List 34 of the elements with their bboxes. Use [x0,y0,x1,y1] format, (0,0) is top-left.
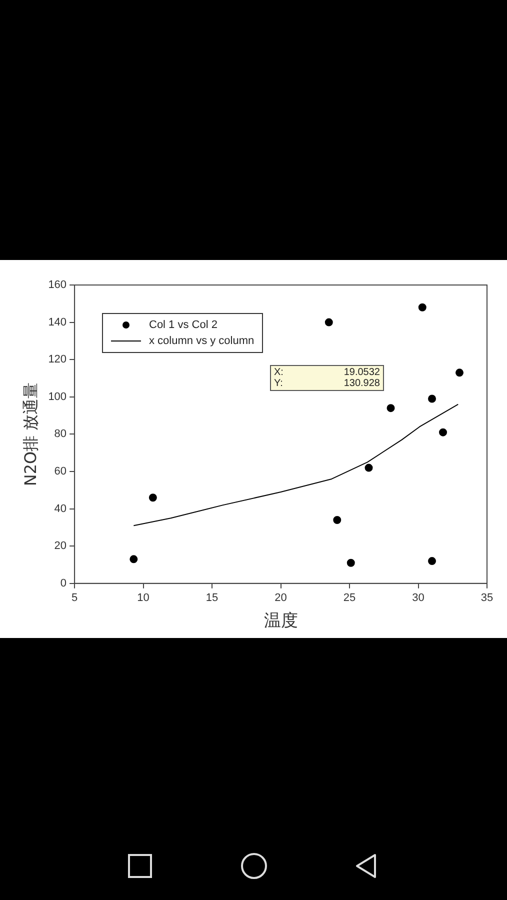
y-tick-label: 140 [48,316,67,328]
y-tick-label: 60 [54,466,67,478]
y-tick-label: 40 [54,502,67,515]
y-tick-label: 0 [60,577,67,590]
point [439,428,448,436]
point [148,494,157,502]
point [324,318,333,326]
x-tick-label: 15 [206,592,218,604]
x-tick-label: 30 [412,592,424,604]
y-tick-label: 160 [48,279,67,292]
y-tick-label: 100 [48,390,67,403]
legend-label: Col 1 vs Col 2 [149,319,218,331]
point [346,558,355,567]
y-tick-label: 20 [54,540,67,552]
x-tick-label: 35 [480,592,494,604]
y-tick-label: 120 [48,354,67,366]
point [456,368,464,377]
point [364,464,373,472]
point [130,555,138,564]
x-tick-label: 25 [343,592,356,604]
text: Y: 130.928 [274,378,380,389]
point [386,404,395,412]
x-axis-title: 温度 [264,611,298,632]
x-tick-label: 5 [71,592,78,604]
point [428,557,436,566]
x-tick-label: 20 [274,592,287,604]
y-tick-label: 80 [54,428,67,440]
point [428,394,436,403]
text: X: 19.0532 [274,367,380,378]
legend-label: x column vs y column [149,335,254,347]
point [418,303,426,312]
y-axis-title: N2O排 放通量 [20,382,40,486]
point [333,516,342,524]
x-tick-label: 10 [137,592,150,604]
